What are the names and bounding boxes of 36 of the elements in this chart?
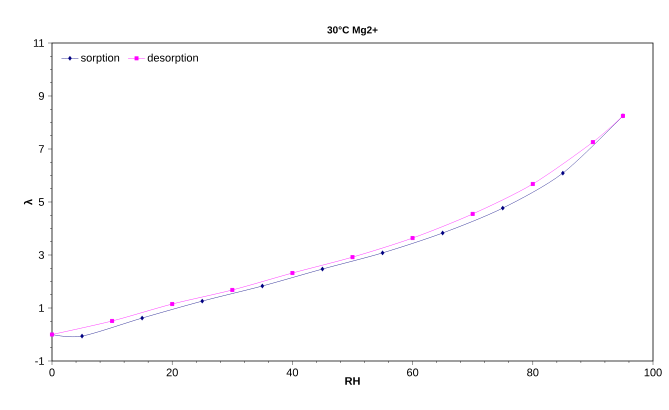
x-tick-label: 100	[644, 368, 662, 376]
x-tick-label: 0	[49, 368, 55, 376]
y-tick-label: 7	[38, 145, 44, 153]
point	[140, 316, 144, 320]
point	[500, 206, 505, 210]
y-tick-label: 3	[38, 251, 44, 259]
point	[230, 288, 234, 292]
x-axis-title: RH	[345, 377, 360, 385]
y-tick-label: 5	[38, 198, 44, 206]
y-tick-label: 1	[39, 304, 44, 312]
x-tick-label: 60	[407, 368, 418, 376]
y-tick-label: -1	[35, 357, 44, 365]
point	[170, 302, 174, 306]
point	[410, 236, 415, 240]
point	[440, 230, 445, 236]
point	[380, 250, 384, 256]
point	[590, 140, 595, 144]
legend-label: desorption	[148, 54, 198, 64]
point	[320, 266, 324, 272]
y-axis-title: λ	[24, 199, 32, 206]
point	[110, 318, 114, 323]
point	[350, 255, 355, 260]
legend-label: sorption	[80, 54, 120, 64]
point	[200, 298, 204, 304]
x-tick-label: 40	[286, 368, 298, 376]
y-tick-label: 9	[38, 92, 44, 100]
point	[470, 212, 475, 216]
point	[561, 170, 565, 176]
chart-title: 30°C Mg2+	[327, 26, 378, 36]
point	[80, 334, 84, 338]
x-tick-label: 20	[166, 368, 178, 376]
y-tick-label: 11	[34, 39, 44, 47]
x-tick-label: 80	[527, 368, 538, 376]
point	[290, 271, 294, 276]
point	[530, 182, 535, 186]
point	[260, 284, 264, 288]
